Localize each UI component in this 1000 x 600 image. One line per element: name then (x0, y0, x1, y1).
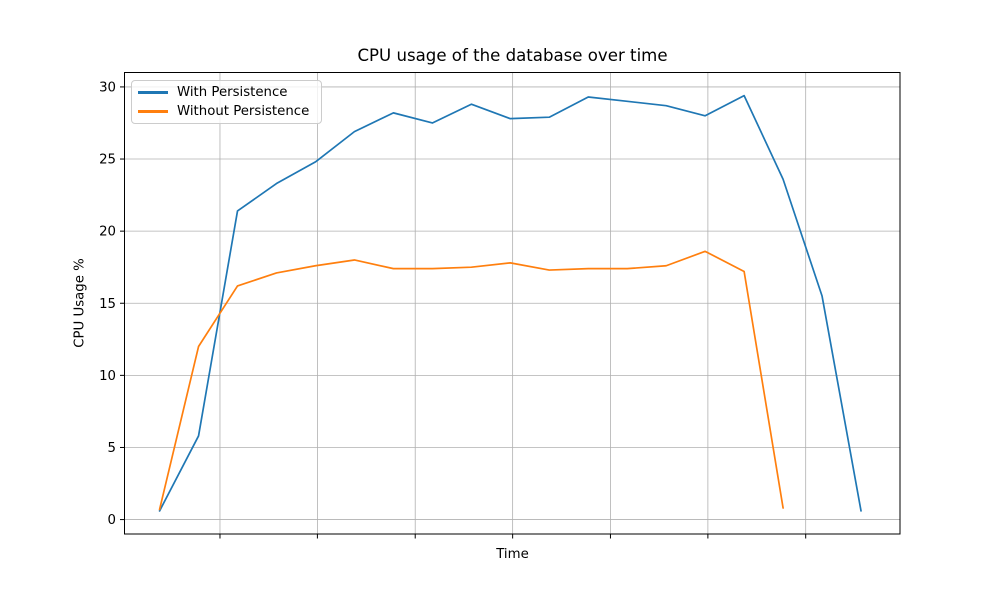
y-tick-label: 15 (99, 297, 116, 312)
legend-line-swatch (138, 110, 168, 113)
y-axis-label: CPU Usage % (72, 258, 88, 348)
legend-item: Without Persistence (138, 104, 315, 119)
y-tick-label: 0 (108, 513, 116, 528)
x-axis-label: Time (496, 547, 529, 562)
legend: With Persistence Without Persistence (131, 80, 322, 124)
y-tick-label: 30 (99, 81, 116, 96)
y-tick-label: 25 (99, 153, 116, 168)
axes-frame (124, 72, 901, 535)
legend-label: With Persistence (177, 85, 288, 100)
y-tick-label: 5 (108, 441, 116, 456)
y-tick-label: 20 (99, 225, 116, 240)
legend-label: Without Persistence (177, 104, 310, 119)
line-without-persistence (158, 250, 784, 511)
y-tick-label: 10 (99, 369, 116, 384)
legend-item: With Persistence (138, 85, 315, 100)
line-with-persistence (158, 94, 862, 512)
chart-title: CPU usage of the database over time (357, 46, 668, 65)
legend-line-swatch (138, 91, 168, 94)
